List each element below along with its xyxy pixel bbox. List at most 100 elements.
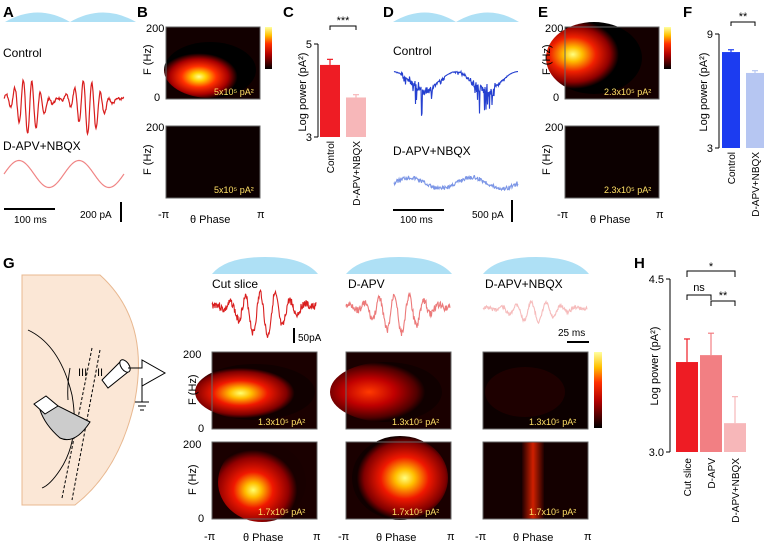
ytick-b-bottom-200: 200 — [146, 122, 164, 134]
ylabel-e-bottom: F (Hz) — [541, 144, 553, 175]
xtick-g1-left: -π — [204, 531, 216, 543]
spectrogram-b-control — [164, 26, 261, 100]
spectrogram-g-dapv-top — [330, 351, 452, 430]
power-label-b-top: 5x10⁵ pA² — [214, 87, 254, 97]
category-label: Cut slice — [683, 458, 694, 497]
sig-bracket-c — [329, 25, 357, 30]
control-trace-d — [393, 69, 518, 116]
panel-letter-a: A — [3, 4, 14, 21]
sig-label-c: *** — [337, 15, 351, 27]
y-tick-label: 3.0 — [649, 447, 664, 459]
xlabel-e: θ Phase — [590, 214, 630, 226]
sig-bracket-h-star — [686, 270, 736, 277]
y-tick-label: 3 — [707, 143, 713, 155]
panel-letter-b: B — [137, 4, 148, 21]
spectrogram-g-cut-slice-bottom — [211, 441, 318, 522]
y-tick-label: 4.5 — [649, 274, 664, 286]
control-label-a: Control — [3, 46, 42, 60]
category-label: D-APV+NBQX — [352, 141, 363, 206]
sig-bracket-h-ns — [686, 294, 712, 300]
bar-chart-c: 3 5 Log power (pA²) Control D-APV+NBQX *** — [297, 15, 366, 206]
bar-f-0 — [722, 52, 740, 148]
ytick-b-top-0: 0 — [154, 92, 160, 104]
xlabel-g2: θ Phase — [376, 532, 416, 544]
ytick-e-top-0: 0 — [553, 92, 559, 104]
panel-letter-h: H — [634, 255, 645, 272]
ytick-e-bottom-200: 200 — [545, 122, 563, 134]
category-label: D-APV+NBQX — [751, 152, 762, 217]
sig-label-h-ns: ns — [693, 282, 705, 294]
time-scale-label-d: 100 ms — [400, 215, 433, 226]
theta-phase-shape-a — [5, 12, 136, 22]
spectrogram-e-drug — [564, 125, 660, 199]
xtick-b-right: π — [257, 209, 265, 221]
ytick-g-top-0: 0 — [198, 423, 204, 435]
ylabel-e-top: F (Hz) — [541, 44, 553, 75]
xtick-g3-left: -π — [475, 531, 487, 543]
sig-label-h-star: * — [709, 261, 714, 273]
control-trace-a — [3, 78, 125, 137]
theta-phase-shape-g2 — [346, 257, 452, 274]
panel-letter-g: G — [3, 255, 15, 272]
panel-letter-c: C — [283, 4, 294, 21]
xtick-g3-right: π — [584, 531, 592, 543]
control-label-d: Control — [393, 44, 432, 58]
xtick-e-right: π — [656, 209, 664, 221]
bar-c-0 — [320, 64, 340, 137]
ylabel-b-top: F (Hz) — [142, 44, 154, 75]
spectrogram-g-dapv-nbqx-bottom — [482, 441, 589, 520]
trace-title-g1: Cut slice — [212, 277, 258, 291]
y-tick-label: 9 — [707, 29, 713, 41]
trace-g-dapv-nbqx — [482, 299, 588, 325]
bar-c-1 — [346, 97, 366, 137]
xlabel-g3: θ Phase — [513, 532, 553, 544]
ylabel-g-top: F (Hz) — [187, 374, 199, 405]
spectrogram-g-cut-slice-top — [195, 351, 318, 430]
power-label-g2-bottom: 1.7x10⁵ pA² — [392, 507, 439, 517]
drug-trace-d — [393, 174, 519, 192]
xtick-g2-left: -π — [338, 531, 350, 543]
slice-diagram: III II — [21, 274, 167, 506]
y-axis-label-c: Log power (pA²) — [297, 53, 309, 132]
sig-label-h-dstar: ** — [719, 290, 728, 302]
colorbar-g — [594, 352, 602, 428]
xtick-b-left: -π — [158, 209, 170, 221]
category-label: D-APV — [707, 458, 718, 489]
trace-title-g2: D-APV — [348, 277, 385, 291]
panel-letter-d: D — [383, 4, 394, 21]
bar-h-0 — [676, 362, 698, 452]
ytick-b-top-200: 200 — [146, 23, 164, 35]
ytick-e-top-200: 200 — [545, 23, 563, 35]
category-label: Control — [727, 152, 738, 184]
theta-phase-shape-g3 — [483, 257, 589, 274]
trace-g-cut-slice — [211, 288, 317, 338]
spectrogram-b-drug — [165, 125, 261, 199]
bar-chart-h: 3.0 4.5 Log power (pA²) Cut slice D-APV D-APV… — [649, 261, 746, 523]
colorbar-e — [664, 27, 671, 69]
sig-label-f: ** — [739, 11, 748, 23]
drug-trace-a — [3, 159, 125, 189]
xtick-e-left: -π — [557, 209, 569, 221]
bar-h-2 — [724, 423, 746, 452]
bar-f-1 — [746, 72, 764, 148]
xtick-g2-right: π — [447, 531, 455, 543]
theta-phase-shape-d — [393, 12, 519, 22]
layer-label-iii: III — [78, 367, 87, 379]
power-label-g3-top: 1.3x10⁵ pA² — [529, 417, 576, 427]
power-label-g3-bottom: 1.7x10⁵ pA² — [529, 507, 576, 517]
recording-electrode-icon — [101, 359, 167, 411]
y-axis-label-f: Log power (pA²) — [698, 53, 710, 132]
sig-bracket-f — [730, 21, 756, 26]
spectrogram-g-dapv-nbqx-top — [482, 351, 589, 430]
time-scale-label-a: 100 ms — [14, 215, 47, 226]
drug-label-d: D-APV+NBQX — [393, 144, 471, 158]
trace-g-dapv — [345, 291, 451, 336]
panel-letter-f: F — [683, 4, 692, 21]
ylabel-b-bottom: F (Hz) — [142, 144, 154, 175]
amp-scale-label-g: 50pA — [298, 333, 322, 344]
spectrogram-g-dapv-bottom — [345, 436, 452, 520]
y-tick-label: 5 — [306, 39, 312, 51]
trace-title-g3: D-APV+NBQX — [485, 277, 563, 291]
category-label: Control — [326, 141, 337, 173]
theta-phase-shape-g1 — [212, 257, 318, 274]
